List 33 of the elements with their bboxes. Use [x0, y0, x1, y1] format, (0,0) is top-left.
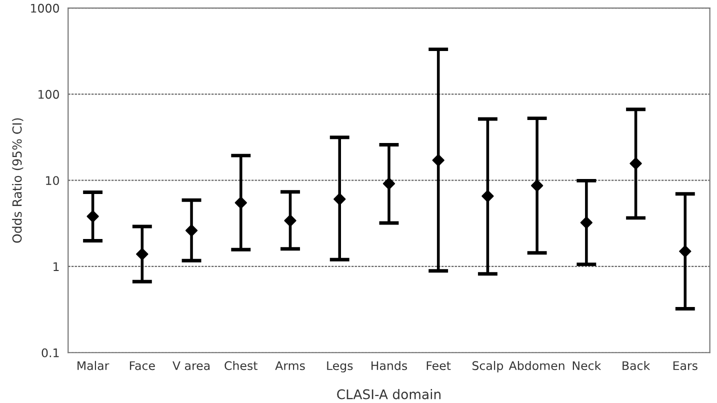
y-tick-label: 1000: [31, 4, 59, 13]
x-tick-label: Scalp: [472, 360, 504, 372]
point: [185, 224, 198, 237]
x-tick-label: Legs: [327, 361, 353, 372]
x-axis-title: CLASI-A domain: [337, 389, 440, 400]
point: [432, 154, 444, 166]
y-axis-title: Odds Ratio (95% CI): [12, 118, 24, 243]
point: [234, 196, 247, 209]
x-tick-label: Malar: [78, 360, 110, 370]
point: [136, 248, 148, 260]
x-tick-label: Arms: [275, 361, 305, 370]
y-tick-label: 1: [54, 262, 59, 271]
x-tick-label: V area: [172, 361, 210, 370]
point: [630, 157, 642, 170]
point: [482, 190, 494, 202]
x-tick-label: Ears: [673, 361, 698, 370]
y-tick-label: 100: [38, 90, 59, 99]
x-tick-label: Back: [622, 360, 650, 370]
point: [382, 178, 396, 190]
point: [679, 245, 692, 258]
point: [284, 214, 296, 227]
point: [530, 180, 544, 192]
x-tick-label: Neck: [572, 360, 602, 370]
x-tick-label: Face: [130, 361, 155, 370]
x-tick-label: Feet: [426, 361, 451, 370]
y-tick-label: 10: [46, 176, 59, 185]
x-tick-label: Abdomen: [508, 360, 564, 370]
x-tick-label: Chest: [224, 360, 258, 370]
point: [334, 193, 346, 206]
y-tick-label: 0.1: [42, 348, 59, 358]
point: [580, 216, 592, 229]
point: [86, 210, 99, 222]
x-tick-label: Hands: [372, 360, 408, 370]
